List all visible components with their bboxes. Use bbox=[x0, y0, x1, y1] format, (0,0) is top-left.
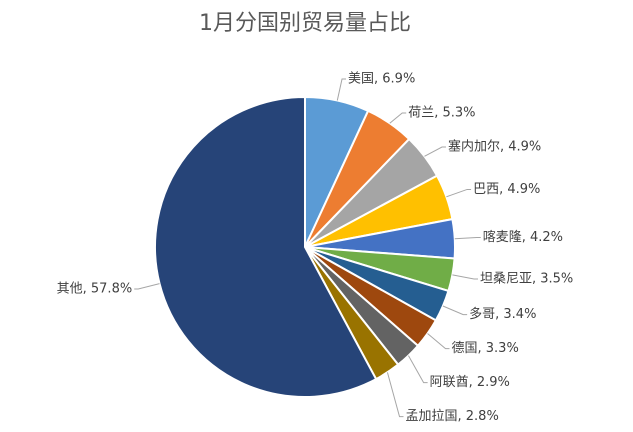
leader-line bbox=[446, 188, 472, 198]
leader-line bbox=[408, 355, 428, 384]
leader-line bbox=[454, 237, 481, 240]
data-label: 坦桑尼亚, 3.5% bbox=[480, 271, 573, 286]
leader-line bbox=[427, 333, 450, 350]
data-label: 多哥, 3.4% bbox=[469, 306, 536, 322]
leader-line bbox=[452, 274, 478, 280]
data-label: 美国, 6.9% bbox=[348, 72, 415, 87]
data-label: 孟加拉国, 2.8% bbox=[406, 409, 499, 424]
leader-line bbox=[424, 146, 446, 157]
data-label: 荷兰, 5.3% bbox=[408, 106, 475, 121]
leader-line bbox=[389, 112, 407, 124]
data-label: 其他, 57.8% bbox=[57, 282, 133, 297]
data-label: 喀麦隆, 4.2% bbox=[483, 229, 563, 245]
chart-title: 1月分国别贸易量占比 bbox=[199, 11, 411, 36]
data-label: 塞内加尔, 4.9% bbox=[448, 139, 541, 155]
data-label: 德国, 3.3% bbox=[452, 341, 519, 356]
data-label: 巴西, 4.9% bbox=[473, 182, 540, 197]
leader-line bbox=[336, 78, 347, 101]
leader-line bbox=[386, 372, 404, 418]
leader-line bbox=[442, 305, 468, 316]
data-label: 阿联酋, 2.9% bbox=[430, 374, 510, 390]
leader-line bbox=[134, 283, 160, 290]
